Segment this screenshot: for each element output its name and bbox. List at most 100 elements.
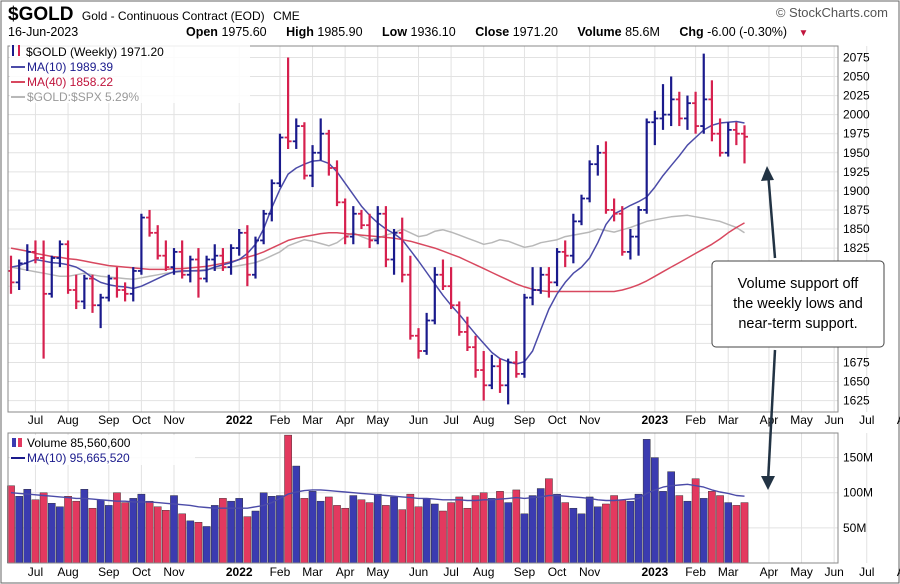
ohlc-bar — [276, 133, 284, 188]
volume-legend: Volume 85,560,600 MA(10) 95,665,520 — [10, 435, 195, 465]
ohlc-bar — [309, 145, 317, 188]
ohlc-bar — [708, 80, 716, 142]
volume-bar — [561, 502, 569, 564]
ohlc-bar — [561, 240, 569, 268]
ohlc-bar — [537, 267, 545, 294]
volume-bar — [406, 493, 415, 564]
ohlc-bar — [374, 206, 382, 245]
volume-x-tick-label: Nov — [163, 565, 184, 579]
ohlc-bar — [415, 328, 422, 359]
ohlc-bar — [504, 358, 512, 405]
arrow-down-line — [766, 349, 777, 483]
volume-bar — [373, 493, 382, 564]
ohlc-bar — [219, 248, 227, 271]
volume-x-tick-label: Feb — [685, 565, 706, 579]
ohlc-bar — [529, 267, 537, 306]
low-label: Low — [382, 25, 408, 39]
volume-bar — [471, 495, 480, 564]
ohlc-bar — [31, 240, 39, 264]
price-tick-label: 1625 — [843, 394, 870, 408]
volume-bar — [618, 499, 627, 564]
volume-ma-line — [10, 483, 745, 509]
ohlc-bar — [129, 267, 137, 302]
legend-volume: Volume 85,560,600 — [27, 436, 131, 450]
ohlc-bar — [692, 91, 700, 134]
volume-legend-icon — [12, 438, 22, 447]
ohlc-bar — [146, 209, 154, 237]
price-x-tick-label: Nov — [163, 413, 184, 427]
price-x-tick-label: Sep — [514, 413, 536, 427]
ohlc-bar — [423, 312, 431, 355]
price-tick-label: 1650 — [843, 375, 870, 389]
close-label: Close — [475, 25, 510, 39]
volume-x-tick-label: Mar — [302, 565, 323, 579]
volume-bar — [210, 505, 219, 564]
volume-bar — [626, 500, 635, 564]
ohlc-bar — [72, 274, 80, 310]
price-x-tick-label: Mar — [718, 413, 739, 427]
price-tick-label: 2025 — [843, 89, 870, 103]
volume-bar — [15, 496, 23, 564]
price-tick-label: 2075 — [843, 50, 870, 64]
volume-bar — [708, 491, 716, 564]
volume-x-tick-label: Oct — [132, 565, 151, 579]
ohlc-bar — [105, 274, 113, 302]
volume-bar — [455, 496, 464, 564]
volume-bar — [162, 510, 170, 564]
stockcharts-brand[interactable]: © StockCharts.com — [775, 5, 888, 20]
ohlc-bar — [732, 122, 740, 146]
ohlc-bar — [643, 118, 651, 214]
ohlc-bar — [252, 236, 259, 279]
symbol-title: $GOLD — [8, 4, 74, 25]
volume-bar — [675, 495, 684, 564]
close-value: 1971.20 — [512, 25, 558, 39]
ohlc-bar — [586, 160, 594, 203]
volume-x-tick-label: Nov — [579, 565, 600, 579]
ohlc-bar — [80, 274, 88, 310]
ohlc-bar — [23, 244, 31, 271]
ohlc-bar — [553, 248, 561, 287]
chg-label: Chg — [679, 25, 704, 39]
price-tick-label: 2000 — [843, 108, 870, 122]
volume-label: Volume — [577, 25, 622, 39]
volume-bar — [496, 491, 504, 564]
volume-bar — [691, 478, 700, 564]
volume-bar — [602, 503, 610, 564]
volume-bar — [724, 502, 732, 564]
price-x-tick-label: Sep — [98, 413, 120, 427]
volume-bar — [431, 503, 439, 564]
volume-bar — [284, 434, 292, 564]
volume-legend-bg — [10, 435, 195, 465]
ohlc-bar — [243, 225, 251, 287]
high-label: High — [286, 25, 314, 39]
price-x-tick-label: Nov — [579, 413, 600, 427]
ohlc-bar — [700, 53, 708, 134]
volume-x-tick-label: May — [366, 565, 389, 579]
ohlc-bar — [341, 198, 349, 245]
volume-bar — [447, 502, 455, 564]
ohlc-bar — [64, 240, 72, 294]
ohlc-bar — [211, 244, 219, 271]
volume-bar — [610, 495, 618, 564]
arrow-down-head-icon — [761, 476, 775, 490]
ohlc-bar — [480, 351, 488, 401]
price-x-tick-label: Oct — [132, 413, 151, 427]
volume-bar — [194, 522, 203, 564]
ohlc-bar — [317, 118, 325, 161]
ohlc-bar — [15, 259, 23, 290]
ohlc-bar — [610, 198, 618, 222]
chg-down-arrow-icon: ▼ — [798, 28, 809, 39]
annotation-box — [711, 260, 885, 348]
price-x-tick-label: Jul — [859, 413, 874, 427]
ohlc-bar — [284, 57, 292, 149]
annotation-line-2: the weekly lows and — [733, 296, 863, 312]
volume-bar — [325, 496, 333, 564]
volume-bar — [227, 500, 235, 564]
volume-bar — [414, 506, 423, 564]
ohlc-bar — [594, 145, 602, 176]
volume-bar — [512, 489, 521, 564]
price-panel-frame — [7, 45, 839, 413]
price-x-tick-label: 2023 — [641, 413, 668, 427]
ohlc-bar — [260, 209, 268, 245]
